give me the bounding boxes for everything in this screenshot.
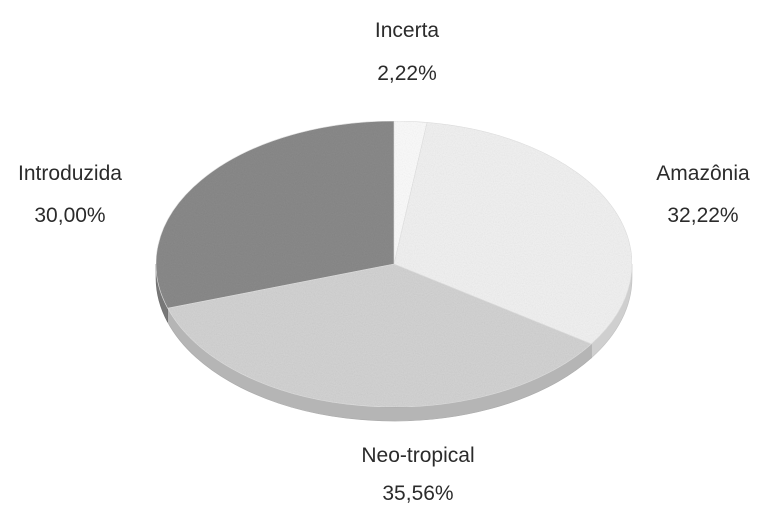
slice-value-neo-tropical: 35,56% (382, 482, 453, 505)
slice-label-neo-tropical: Neo-tropical (361, 444, 474, 467)
slice-label-introduzida: Introduzida (18, 162, 122, 185)
pie-slice-introduzida (155, 120, 395, 309)
pie-top-layer (155, 120, 633, 408)
pie-label-layer: Incerta 2,22% Amazônia 32,22% Neo-tropical 35… (18, 19, 750, 505)
slice-label-amazonia: Amazônia (656, 162, 750, 185)
slice-label-incerta: Incerta (375, 19, 440, 42)
pie-slice-amazonia (393, 122, 633, 345)
slice-value-amazonia: 32,22% (667, 204, 738, 227)
slice-value-introduzida: 30,00% (34, 204, 105, 227)
pie-slice-neo-tropical (167, 263, 592, 408)
slice-value-incerta: 2,22% (377, 62, 437, 85)
